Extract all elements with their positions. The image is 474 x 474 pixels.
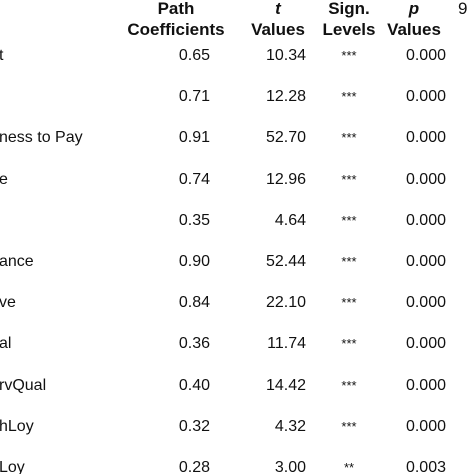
path-coefficient-cell: 0.28 bbox=[178, 459, 210, 474]
p-value-cell: 0.000 bbox=[405, 417, 446, 435]
p-value-cell: 0.000 bbox=[405, 294, 446, 312]
significance-level-cell: *** bbox=[341, 254, 357, 269]
significance-level-cell: ** bbox=[343, 460, 355, 474]
significance-level-cell: *** bbox=[341, 48, 357, 63]
p-value-cell: 0.000 bbox=[405, 211, 446, 229]
table-row: e 0.74 12.96 *** 0.000 bbox=[0, 165, 474, 195]
header-p-line2: Values bbox=[387, 20, 441, 39]
path-coefficient-cell: 0.32 bbox=[178, 417, 210, 435]
row-label: t bbox=[0, 47, 4, 64]
t-value-cell: 22.10 bbox=[265, 294, 306, 312]
header-t-values: t Values bbox=[238, 0, 318, 40]
header-t-line2: Values bbox=[251, 20, 305, 39]
path-coefficient-cell: 0.40 bbox=[178, 376, 210, 394]
header-sign-levels: Sign. Levels bbox=[316, 0, 382, 40]
table-row: ance 0.90 52.44 *** 0.000 bbox=[0, 247, 474, 277]
header-extra-column: 9 bbox=[458, 0, 474, 19]
t-value-cell: 4.32 bbox=[274, 417, 306, 435]
path-coefficient-cell: 0.71 bbox=[178, 88, 210, 106]
p-value-cell: 0.000 bbox=[405, 335, 446, 353]
path-coefficient-cell: 0.91 bbox=[178, 129, 210, 147]
header-path-line1: Path bbox=[157, 0, 195, 18]
p-value-cell: 0.000 bbox=[405, 47, 446, 64]
p-value-cell: 0.000 bbox=[405, 376, 446, 394]
row-label: hLoy bbox=[0, 417, 34, 435]
significance-level-cell: *** bbox=[341, 171, 357, 187]
path-coefficient-cell: 0.36 bbox=[178, 335, 210, 353]
t-value-cell: 52.44 bbox=[265, 253, 306, 270]
t-value-cell: 14.42 bbox=[265, 376, 306, 394]
table-row: ness to Pay 0.91 52.70 *** 0.000 bbox=[0, 123, 474, 153]
p-value-cell: 0.000 bbox=[405, 88, 446, 106]
header-p-line1: p bbox=[408, 0, 420, 18]
path-coefficient-cell: 0.84 bbox=[178, 294, 210, 312]
p-value-cell: 0.000 bbox=[405, 170, 446, 188]
p-value-cell: 0.000 bbox=[405, 253, 446, 270]
t-value-cell: 11.74 bbox=[267, 335, 306, 353]
table-row: hLoy 0.32 4.32 *** 0.000 bbox=[0, 412, 474, 442]
header-path-coefficients: Path Coefficients bbox=[118, 0, 234, 40]
t-value-cell: 10.34 bbox=[265, 47, 306, 64]
significance-level-cell: *** bbox=[341, 89, 357, 105]
header-sign-line2: Levels bbox=[322, 20, 376, 39]
significance-level-cell: *** bbox=[341, 295, 357, 311]
row-label: rvQual bbox=[0, 376, 47, 394]
header-extra-text: 9 bbox=[458, 0, 468, 18]
row-label: ness to Pay bbox=[0, 129, 83, 147]
row-label: ance bbox=[0, 253, 34, 270]
path-coefficient-cell: 0.74 bbox=[178, 170, 210, 188]
significance-level-cell: *** bbox=[341, 336, 357, 352]
row-label: Loy bbox=[0, 459, 25, 474]
path-coefficient-cell: 0.35 bbox=[178, 211, 210, 229]
row-label: e bbox=[0, 170, 8, 188]
t-value-cell: 3.00 bbox=[274, 459, 306, 474]
t-value-cell: 12.96 bbox=[265, 170, 306, 188]
table-row: t 0.65 10.34 *** 0.000 bbox=[0, 41, 474, 71]
p-value-cell: 0.000 bbox=[405, 129, 446, 147]
header-path-line2: Coefficients bbox=[127, 20, 225, 39]
table-row: Loy 0.28 3.00 ** 0.003 bbox=[0, 453, 474, 474]
significance-level-cell: *** bbox=[341, 418, 357, 434]
header-p-values: p Values bbox=[378, 0, 450, 40]
table-row: ve 0.84 22.10 *** 0.000 bbox=[0, 288, 474, 318]
t-value-cell: 12.28 bbox=[265, 88, 306, 106]
t-value-cell: 4.64 bbox=[274, 211, 306, 229]
path-coefficient-cell: 0.90 bbox=[178, 253, 210, 270]
header-sign-line1: Sign. bbox=[328, 0, 370, 18]
row-label: ve bbox=[0, 294, 16, 312]
table-row: 0.35 4.64 *** 0.000 bbox=[0, 206, 474, 236]
significance-level-cell: *** bbox=[341, 130, 357, 146]
header-t-line1: t bbox=[275, 0, 281, 18]
p-value-cell: 0.003 bbox=[405, 459, 446, 474]
table-row: al 0.36 11.74 *** 0.000 bbox=[0, 329, 474, 359]
significance-level-cell: *** bbox=[341, 377, 357, 393]
t-value-cell: 52.70 bbox=[265, 129, 306, 147]
table-row: rvQual 0.40 14.42 *** 0.000 bbox=[0, 371, 474, 401]
table-row: 0.71 12.28 *** 0.000 bbox=[0, 82, 474, 112]
path-coefficient-cell: 0.65 bbox=[178, 47, 210, 64]
significance-level-cell: *** bbox=[341, 212, 357, 228]
row-label: al bbox=[0, 335, 12, 353]
